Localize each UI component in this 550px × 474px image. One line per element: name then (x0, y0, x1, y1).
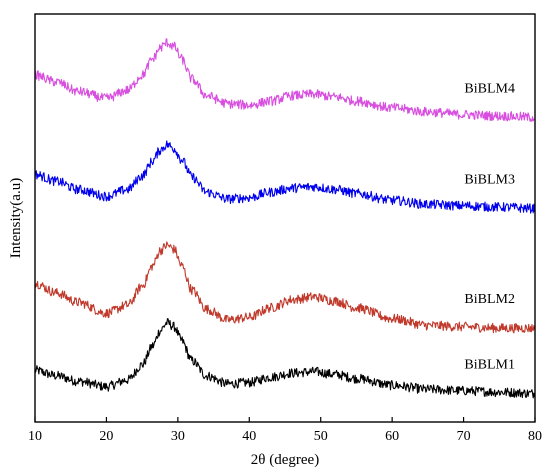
x-tick-label: 10 (28, 429, 42, 444)
series-label-biblm2: BiBLM2 (464, 292, 515, 307)
y-axis-title: Intensity(a.u) (8, 178, 24, 258)
series-line-biblm2 (34, 241, 536, 334)
series-line-biblm1 (34, 318, 536, 399)
x-tick-label: 80 (528, 429, 542, 444)
x-tick-label: 30 (171, 429, 185, 444)
series-label-biblm1: BiBLM1 (464, 357, 515, 372)
series-line-biblm3 (34, 140, 536, 214)
series-layer (34, 38, 536, 399)
x-tick-label: 70 (457, 429, 471, 444)
x-tick-label: 60 (385, 429, 399, 444)
series-line-biblm4 (34, 38, 535, 122)
series-label-biblm3: BiBLM3 (464, 172, 515, 187)
x-tick-label: 50 (314, 429, 328, 444)
plot-frame (34, 13, 536, 423)
x-tick-label: 20 (99, 429, 113, 444)
x-axis-title: 2θ (degree) (251, 452, 319, 468)
series-label-biblm4: BiBLM4 (464, 81, 515, 96)
x-ticks: 10 20 30 40 50 60 70 80 (28, 417, 542, 444)
x-tick-label: 40 (242, 429, 256, 444)
series-labels: BiBLM1 BiBLM2 BiBLM3 BiBLM4 (464, 81, 515, 372)
